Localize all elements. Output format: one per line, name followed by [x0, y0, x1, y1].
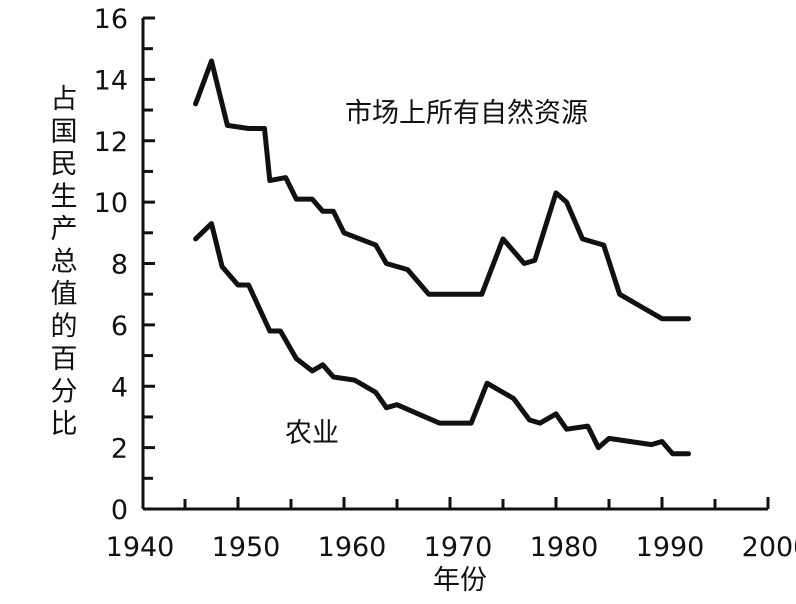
labels: 年份 市场上所有自然资源 农业 [285, 98, 588, 596]
x-tick-label: 2000 [742, 532, 796, 563]
x-tick-label: 1950 [212, 532, 281, 563]
y-tick-label: 16 [94, 4, 128, 35]
axes: 0 2 4 6 8 10 12 14 16 1940 1950 1960 1970 1980 1990 200… [51, 4, 796, 563]
x-axis-title: 年份 [433, 565, 487, 596]
y-tick-label: 0 [111, 495, 128, 526]
y-tick-label: 12 [94, 127, 128, 158]
y-tick-label: 4 [111, 372, 128, 403]
y-tick-label: 8 [111, 250, 128, 281]
series-label-agriculture: 农业 [285, 418, 339, 449]
x-tick-label: 1990 [636, 532, 705, 563]
y-axis-title: 占国民生产总值的百分比 [51, 84, 78, 440]
x-tick-label: 1940 [106, 532, 175, 563]
y-tick-label: 10 [94, 188, 128, 219]
x-tick-label: 1970 [424, 532, 493, 563]
series-label-natural-resources: 市场上所有自然资源 [345, 98, 588, 129]
series-line-agriculture [196, 224, 689, 454]
y-tick-label: 14 [94, 65, 128, 96]
y-tick-label: 2 [111, 434, 128, 465]
x-tick-label: 1980 [530, 532, 599, 563]
y-tick-label: 6 [111, 311, 128, 342]
x-tick-label: 1960 [318, 532, 387, 563]
